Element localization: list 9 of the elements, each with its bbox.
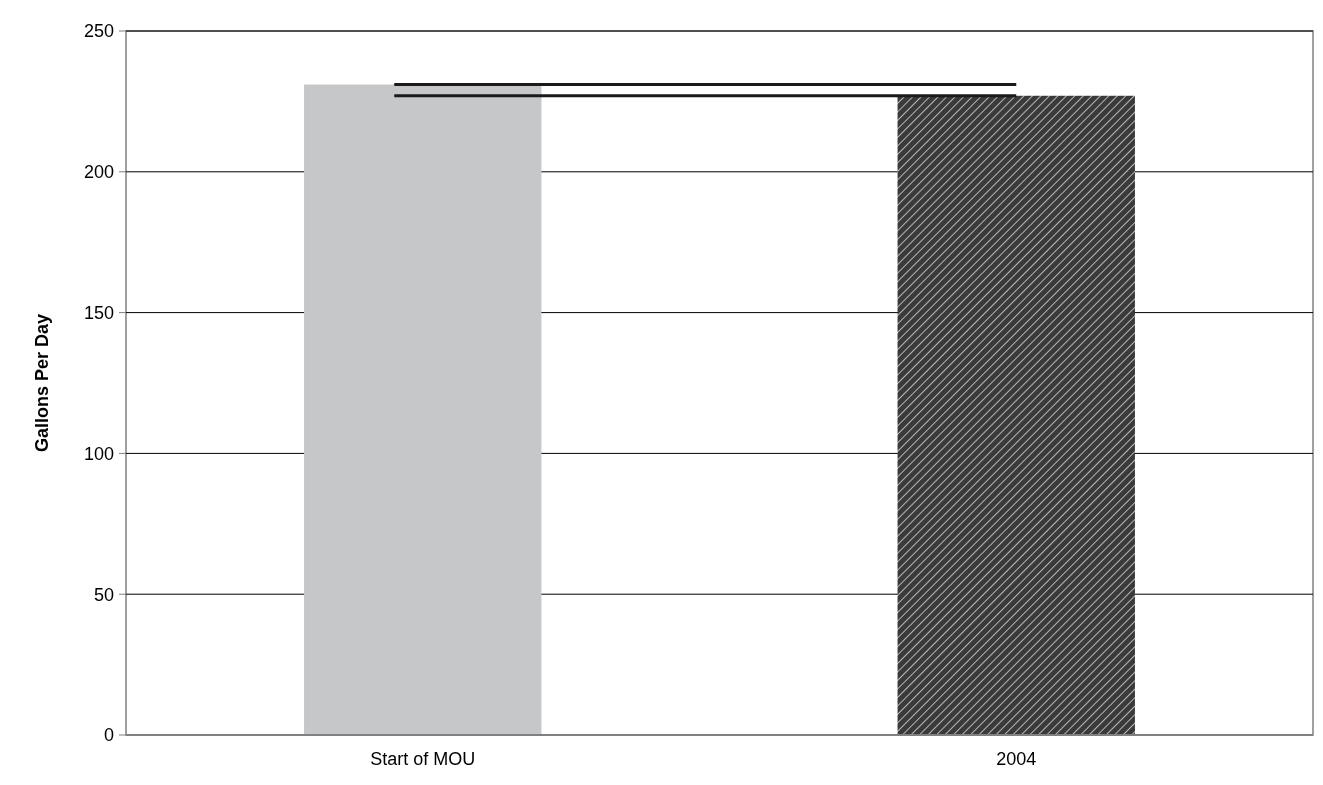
y-tick-label: 200: [83, 162, 114, 183]
y-tick-label: 0: [103, 725, 114, 746]
y-tick-label: 250: [83, 21, 114, 42]
y-tick-label: 100: [83, 443, 114, 464]
x-tick-label: Start of MOU: [370, 749, 476, 769]
y-tick-label: 150: [83, 302, 114, 323]
y-axis-title: Gallons Per Day: [32, 313, 52, 453]
x-tick-label: 2004: [996, 749, 1037, 769]
y-tick-label: 50: [93, 584, 114, 605]
